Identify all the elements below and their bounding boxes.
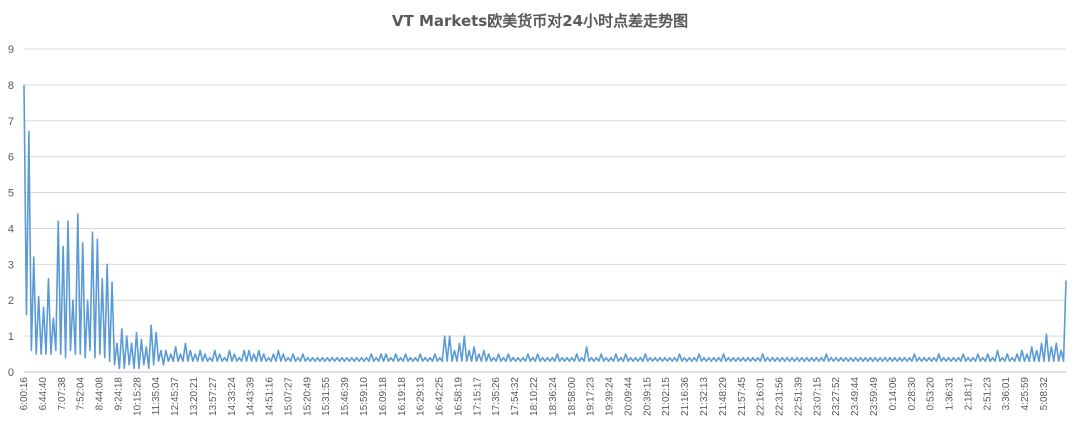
- x-tick-label: 21:32:13: [699, 377, 710, 416]
- x-tick-label: 13:20:21: [189, 377, 200, 416]
- gridlines: [24, 48, 1066, 337]
- x-tick-label: 8:44:08: [95, 377, 106, 411]
- x-tick-label: 18:10:22: [529, 377, 540, 416]
- x-tick-label: 23:07:15: [812, 377, 823, 416]
- x-tick-label: 17:35:26: [491, 377, 502, 416]
- x-tick-label: 6:44:40: [38, 377, 49, 411]
- x-tick-label: 21:48:29: [718, 377, 729, 416]
- series-layer: [23, 84, 1067, 370]
- x-tick-label: 12:45:37: [170, 377, 181, 416]
- x-tick-label: 15:59:10: [359, 377, 370, 416]
- x-tick-label: 20:09:44: [623, 377, 634, 416]
- x-axis-ticks: 6:00:16 6:44:40 7:07:38 7:52:04 8:44:08 9:24:…: [19, 377, 1050, 416]
- y-tick-label: 2: [8, 295, 14, 307]
- y-tick-label: 1: [8, 331, 14, 343]
- y-tick-label: 5: [8, 188, 14, 200]
- y-tick-label: 4: [8, 223, 14, 235]
- y-tick-label: 6: [8, 152, 14, 164]
- x-tick-label: 14:43:39: [246, 377, 257, 416]
- x-tick-label: 15:46:39: [340, 377, 351, 416]
- x-tick-label: 16:19:18: [397, 377, 408, 416]
- y-tick-label: 3: [8, 259, 14, 271]
- x-tick-label: 1:36:31: [945, 377, 956, 411]
- chart-title: VT Markets欧美货币对24小时点差走势图: [392, 12, 688, 30]
- y-tick-label: 8: [8, 80, 14, 92]
- x-tick-label: 0:53:20: [926, 377, 937, 411]
- x-tick-label: 0:28:30: [907, 377, 918, 411]
- x-tick-label: 18:58:00: [567, 377, 578, 416]
- x-tick-label: 14:33:24: [227, 377, 238, 416]
- x-tick-label: 23:27:52: [831, 377, 842, 416]
- x-tick-label: 11:35:04: [151, 377, 162, 416]
- x-tick-label: 17:54:32: [510, 377, 521, 416]
- x-tick-label: 19:39:24: [605, 377, 616, 416]
- x-tick-label: 14:51:16: [265, 377, 276, 416]
- x-tick-label: 23:49:44: [850, 377, 861, 416]
- x-tick-label: 4:25:59: [1020, 377, 1031, 411]
- series-line-0: [23, 84, 1067, 370]
- x-tick-label: 23:59:49: [869, 377, 880, 416]
- x-tick-label: 15:07:27: [283, 377, 294, 416]
- y-axis-ticks: 0 1 2 3 4 5 6 7 8 9: [8, 44, 14, 379]
- x-tick-label: 16:58:19: [453, 377, 464, 416]
- x-tick-label: 20:39:15: [642, 377, 653, 416]
- x-tick-label: 18:36:24: [548, 377, 559, 416]
- x-tick-label: 7:52:04: [76, 377, 87, 411]
- y-tick-label: 9: [8, 44, 14, 56]
- x-tick-label: 10:15:28: [132, 377, 143, 416]
- x-tick-label: 21:02:15: [661, 377, 672, 416]
- x-tick-label: 9:24:18: [113, 377, 124, 411]
- x-tick-label: 13:57:27: [208, 377, 219, 416]
- x-tick-label: 19:17:23: [586, 377, 597, 416]
- x-tick-label: 15:20:49: [302, 377, 313, 416]
- y-tick-label: 0: [8, 367, 14, 379]
- x-tick-label: 21:57:45: [737, 377, 748, 416]
- x-tick-label: 16:09:18: [378, 377, 389, 416]
- x-tick-label: 2:18:17: [963, 377, 974, 411]
- x-tick-label: 6:00:16: [19, 377, 30, 411]
- x-tick-label: 16:29:13: [416, 377, 427, 416]
- x-tick-label: 17:15:17: [472, 377, 483, 416]
- x-tick-label: 16:42:25: [435, 377, 446, 416]
- y-tick-label: 7: [8, 116, 14, 128]
- x-tick-label: 22:16:01: [756, 377, 767, 416]
- x-tick-label: 5:08:32: [1039, 377, 1050, 411]
- x-tick-label: 0:14:06: [888, 377, 899, 411]
- x-tick-label: 15:31:55: [321, 377, 332, 416]
- x-tick-label: 22:51:39: [793, 377, 804, 416]
- x-tick-label: 2:51:23: [982, 377, 993, 411]
- x-tick-label: 22:31:56: [775, 377, 786, 416]
- x-tick-label: 7:07:38: [57, 377, 68, 411]
- x-tick-label: 3:36:01: [1001, 377, 1012, 411]
- x-tick-label: 21:16:36: [680, 377, 691, 416]
